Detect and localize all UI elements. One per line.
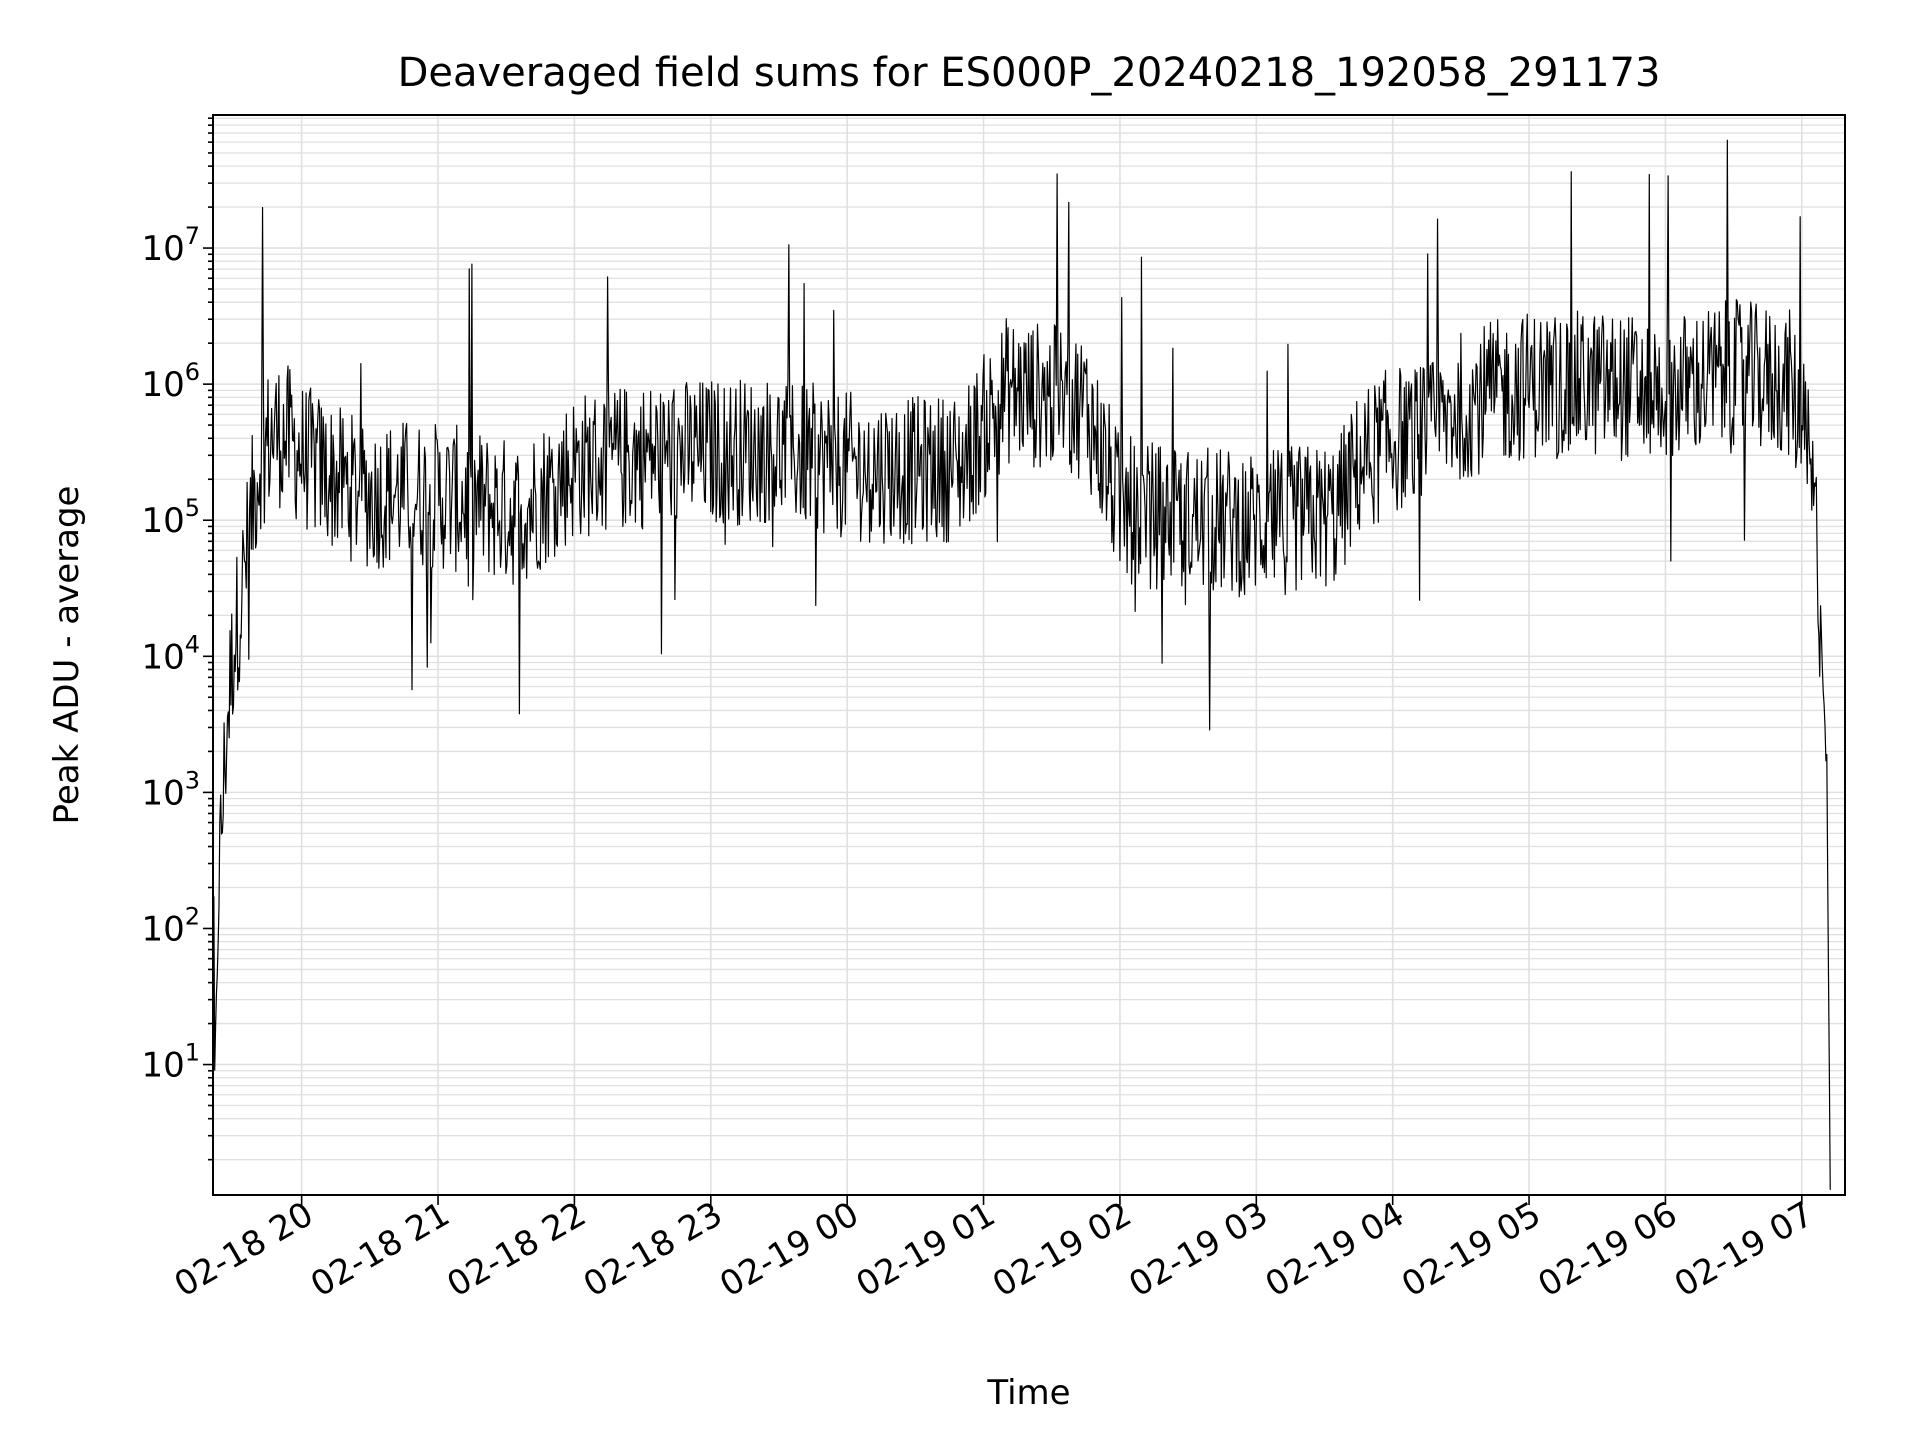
y-tick-label: 104: [141, 630, 200, 677]
y-tick-label: 107: [141, 222, 200, 269]
chart-title: Deaveraged field sums for ES000P_2024021…: [398, 50, 1661, 96]
y-tick-label: 105: [141, 494, 200, 541]
y-tick-label: 101: [141, 1039, 200, 1086]
y-tick-label: 102: [141, 902, 200, 949]
series-layer: [212, 139, 1831, 1190]
y-tick-label: 103: [141, 766, 200, 813]
data-series-line: [212, 139, 1831, 1190]
y-tick-label: 106: [141, 358, 200, 405]
y-axis-label: Peak ADU - average: [47, 486, 87, 825]
plot-frame: [212, 114, 1846, 1196]
chart-grid: [213, 115, 1845, 1195]
x-axis-label: Time: [986, 1373, 1070, 1413]
